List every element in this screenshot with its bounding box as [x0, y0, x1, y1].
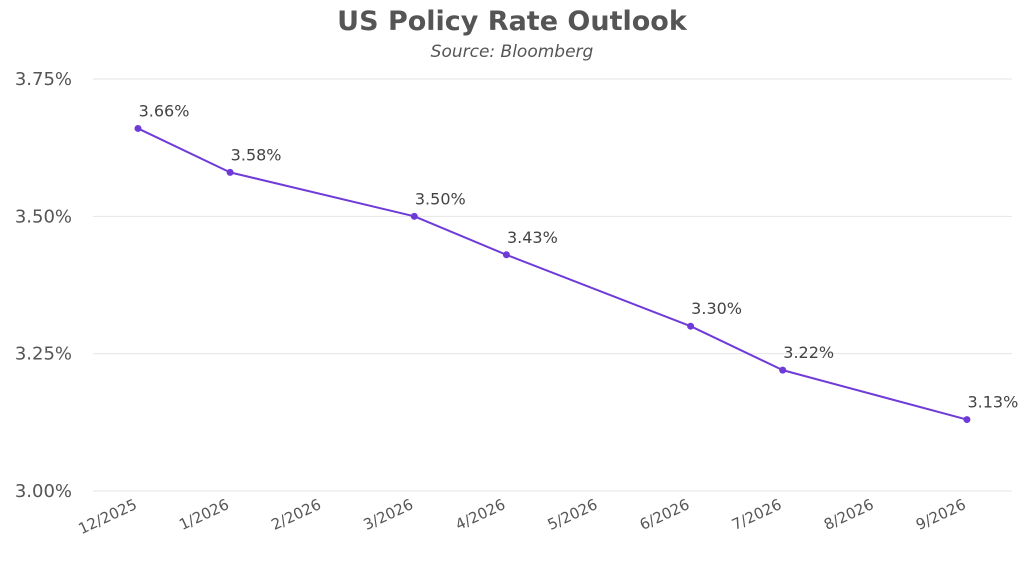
series-line — [137, 127, 968, 421]
data-point — [502, 251, 510, 259]
x-tick-label: 8/2026 — [821, 495, 876, 534]
x-tick-label: 12/2025 — [76, 495, 140, 538]
gridlines — [93, 78, 1012, 492]
data-point — [687, 322, 695, 330]
data-label: 3.22% — [783, 343, 834, 362]
data-label: 3.43% — [507, 228, 558, 247]
x-tick-label: 4/2026 — [453, 495, 508, 534]
x-tick-label: 9/2026 — [913, 495, 968, 534]
chart-subtitle: Source: Bloomberg — [430, 42, 594, 62]
data-point — [779, 366, 787, 374]
y-tick-label: 3.75% — [15, 69, 72, 90]
data-point — [963, 416, 971, 424]
data-label: 3.66% — [139, 101, 190, 120]
x-tick-label: 2/2026 — [268, 495, 323, 534]
chart-title: US Policy Rate Outlook — [337, 6, 687, 37]
data-label: 3.30% — [691, 299, 742, 318]
x-tick-label: 6/2026 — [637, 495, 692, 534]
data-label: 3.13% — [967, 393, 1018, 412]
x-tick-label: 3/2026 — [361, 495, 416, 534]
x-tick-label: 1/2026 — [176, 495, 231, 534]
data-label: 3.50% — [415, 189, 466, 208]
data-labels: 3.66% 3.58% 3.50% 3.43% 3.30% 3.22% 3.13% — [139, 101, 1019, 411]
data-point — [134, 124, 142, 132]
x-axis-ticks: 12/2025 1/2026 2/2026 3/2026 4/2026 5/2026 6/2… — [76, 495, 969, 538]
x-tick-label: 7/2026 — [729, 495, 784, 534]
y-tick-label: 3.50% — [15, 206, 72, 227]
y-tick-label: 3.00% — [15, 481, 72, 502]
data-point — [226, 168, 234, 176]
y-tick-label: 3.25% — [15, 344, 72, 365]
series-layer — [134, 124, 971, 424]
x-tick-label: 5/2026 — [545, 495, 600, 534]
data-point — [410, 212, 418, 220]
y-axis-ticks: 3.75% 3.50% 3.25% 3.00% — [15, 69, 72, 502]
data-label: 3.58% — [231, 145, 282, 164]
